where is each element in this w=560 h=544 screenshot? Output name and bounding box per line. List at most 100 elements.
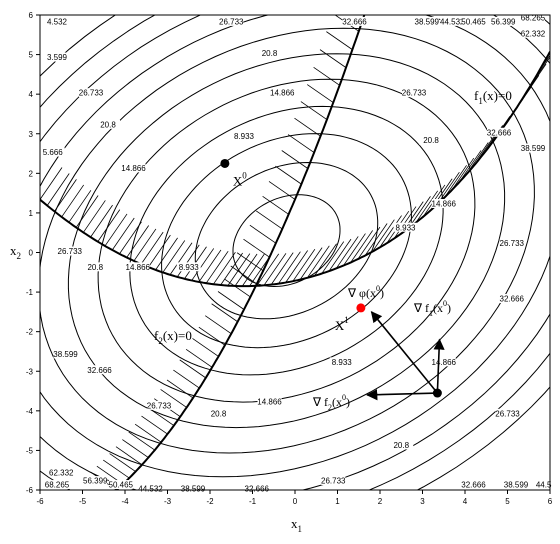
y-tick-label: 6	[29, 11, 34, 20]
hatch-line	[122, 439, 149, 458]
contour-label: 32.666	[500, 295, 525, 304]
contour-label-bg	[40, 147, 65, 157]
contour-label: 8.933	[179, 263, 200, 272]
hatch-line	[109, 453, 136, 472]
hatch-line	[205, 315, 232, 334]
contour-label: 3.599	[47, 53, 68, 62]
x-tick-label: -3	[164, 497, 172, 506]
contour-label-bg	[45, 16, 69, 26]
contour-label: 4.532	[47, 17, 68, 26]
contour-label: 32.666	[245, 485, 270, 494]
contour-label-bg	[414, 16, 439, 26]
hatch-line	[326, 31, 353, 50]
contour-label: 5.666	[43, 148, 64, 157]
contour-label: 50.465	[461, 17, 486, 26]
contour-label-bg	[431, 357, 456, 367]
x-tick-label: -2	[206, 497, 214, 506]
hatch-line	[300, 101, 328, 120]
x1-point	[356, 303, 366, 313]
hatch-line	[444, 165, 467, 198]
contour-label-bg	[147, 400, 171, 410]
contour-label-bg	[53, 349, 78, 359]
hatch-line	[241, 253, 265, 287]
hatch-line	[191, 248, 215, 281]
hatch-line	[179, 359, 206, 379]
contour-label-bg	[504, 480, 528, 490]
hatch-line	[379, 215, 402, 248]
hatch-line	[104, 213, 128, 247]
hatch-line	[75, 195, 99, 228]
contour-label: 8.933	[332, 358, 353, 367]
hatch-line	[451, 157, 475, 191]
x-tick-label: 1	[335, 497, 340, 506]
contour-label-bg	[87, 365, 112, 375]
f2-constraint-label: f2(x)=0	[154, 328, 192, 346]
hatch-line	[278, 251, 301, 284]
hatch-line	[287, 134, 315, 153]
contour-label: 26.733	[500, 239, 525, 248]
hatch-line	[103, 459, 130, 479]
contour-label-bg	[257, 48, 282, 58]
contour-label: 26.733	[495, 409, 520, 418]
hatch-line	[162, 240, 186, 273]
y-tick-label: -4	[26, 407, 34, 416]
contour-label-bg	[419, 135, 443, 145]
hatch-line	[217, 291, 245, 310]
hatch-line	[54, 179, 77, 212]
hatch-line	[249, 224, 277, 244]
contour-label-bg	[431, 199, 456, 208]
hatch-line	[339, 0, 365, 13]
contour-label: 20.8	[87, 263, 103, 272]
x-tick-label: -1	[249, 497, 257, 506]
hatch-line	[192, 338, 219, 357]
contour-label-bg	[96, 119, 120, 129]
hatch-line	[321, 241, 345, 274]
contour-label-bg	[45, 52, 69, 62]
hatch-line	[97, 209, 121, 242]
contour-label-bg	[321, 476, 346, 486]
contour-label-bg	[232, 131, 256, 141]
contour-label: 32.666	[87, 366, 112, 375]
x-tick-label: 5	[505, 497, 510, 506]
contour-label-bg	[329, 357, 354, 367]
hatch-line	[198, 249, 222, 283]
contour-label: 56.399	[83, 477, 108, 486]
hatch-line	[90, 204, 113, 238]
contour-label-bg	[270, 88, 295, 98]
f1-constraint-label: f1(x)=0	[474, 88, 512, 106]
contour-label-bg	[393, 222, 418, 232]
contour-label-bg	[342, 16, 367, 26]
contour-label: 8.933	[234, 132, 255, 141]
contour-label-bg	[138, 484, 163, 493]
grad-f2-arrow	[366, 389, 438, 401]
contour-label: 14.866	[257, 397, 282, 406]
contour-label: 26.733	[219, 17, 244, 26]
contour-label: 26.733	[58, 247, 83, 256]
contour-label: 38.599	[415, 17, 440, 26]
hatch-line	[262, 196, 289, 215]
contour-label-bg	[461, 480, 486, 490]
hatch-line	[126, 225, 150, 258]
contour-line	[97, 78, 476, 403]
contour-label-bg	[521, 143, 545, 153]
hatch-line	[128, 431, 155, 451]
hatch-line	[292, 248, 316, 282]
contour-label: 26.733	[321, 477, 346, 486]
x0-label: X0	[233, 170, 247, 188]
hatch-line	[285, 250, 308, 283]
hatch-line	[147, 407, 175, 426]
hatch-line	[268, 181, 296, 200]
contour-label-bg	[531, 480, 556, 490]
hatch-line	[155, 237, 178, 271]
grad-phi-arrow	[370, 311, 438, 394]
hatch-line	[343, 233, 366, 266]
contour-label: 50.465	[109, 481, 134, 490]
f2-constraint-curve	[115, 15, 366, 490]
hatch-line	[46, 173, 70, 206]
hatch-line	[243, 238, 270, 258]
contour-line	[40, 15, 550, 478]
contour-label: 62.332	[521, 29, 546, 38]
contour-label-bg	[440, 16, 465, 26]
hatch-line	[176, 244, 200, 278]
